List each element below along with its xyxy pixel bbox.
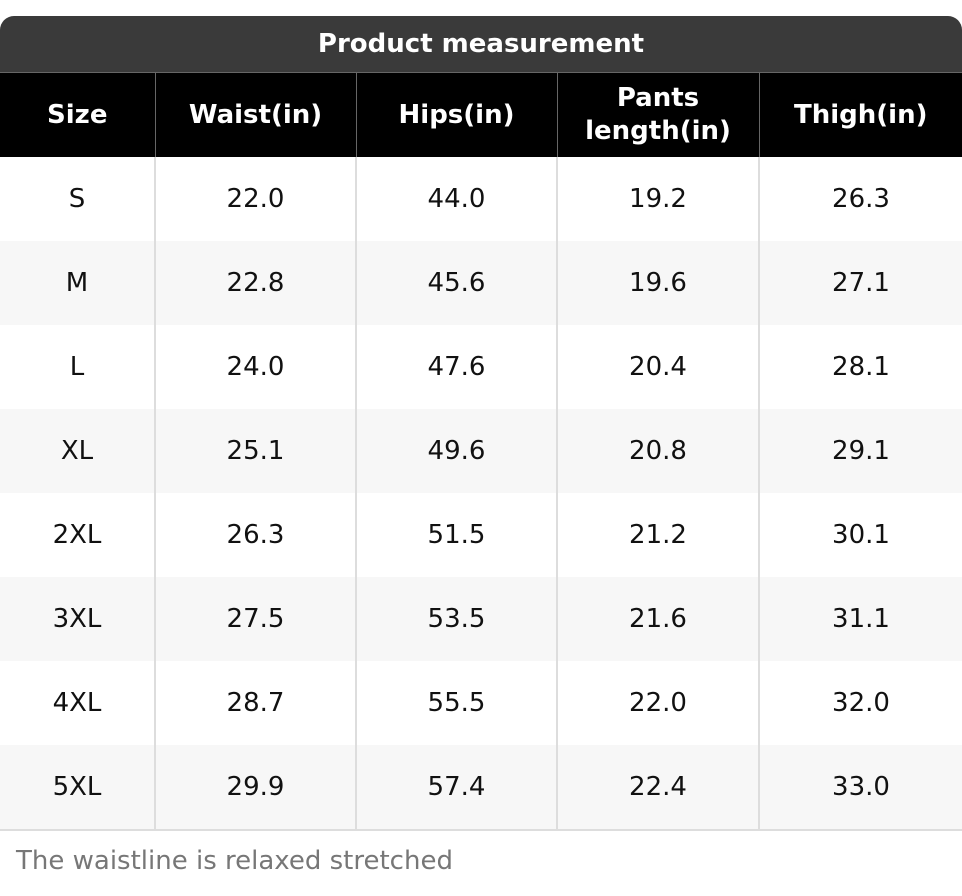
table-cell: 30.1 bbox=[758, 493, 962, 577]
table-cell: 2XL bbox=[52, 520, 102, 550]
table-cell: 22.8 bbox=[154, 241, 356, 325]
table-cell: 19.6 bbox=[556, 241, 759, 325]
table-cell: 5XL bbox=[0, 745, 155, 830]
table-cell: 22.0 bbox=[556, 661, 759, 745]
table-cell: 3XL bbox=[0, 577, 155, 661]
table-cell: 57.4 bbox=[355, 745, 557, 830]
table-row: 2XL 26.3 51.5 21.2 30.1 bbox=[0, 493, 962, 577]
column-header: Waist(in) bbox=[154, 73, 356, 157]
table-cell: 20.8 bbox=[556, 409, 759, 493]
table-cell: 55.5 bbox=[355, 661, 557, 745]
table-cell: L bbox=[69, 352, 85, 382]
table-row: 5XL 29.9 57.4 22.4 33.0 bbox=[0, 745, 962, 830]
table-cell: 29.9 bbox=[154, 745, 356, 830]
table-cell: 25.1 bbox=[154, 409, 356, 493]
table-cell: S bbox=[68, 184, 86, 214]
table-cell: 24.0 bbox=[154, 325, 356, 409]
table-row: 3XL 27.5 53.5 21.6 31.1 bbox=[0, 577, 962, 661]
table-cell: 26.3 bbox=[154, 493, 356, 577]
size-table: Size Waist(in) Hips(in) Pants length(in) Thi… bbox=[0, 73, 962, 831]
table-row: S 22.0 44.0 19.2 26.3 bbox=[0, 157, 962, 241]
table-cell: 31.1 bbox=[758, 577, 962, 661]
table-cell: 49.6 bbox=[355, 409, 557, 493]
table-cell: 29.1 bbox=[758, 409, 962, 493]
footnote: The waistline is relaxed stretched bbox=[16, 846, 453, 876]
table-row: XL 25.1 49.6 20.8 29.1 bbox=[0, 409, 962, 493]
table-cell: 19.2 bbox=[556, 157, 759, 241]
table-cell: 20.4 bbox=[556, 325, 759, 409]
header-row: Size Waist(in) Hips(in) Pants length(in) Thi… bbox=[0, 73, 962, 157]
table-row: L 24.0 47.6 20.4 28.1 bbox=[0, 325, 962, 409]
table-cell: 22.4 bbox=[556, 745, 759, 830]
table-cell: 26.3 bbox=[758, 157, 962, 241]
table-cell: 44.0 bbox=[355, 157, 557, 241]
table-cell: 27.5 bbox=[154, 577, 356, 661]
column-header: Hips(in) bbox=[355, 73, 557, 157]
table-cell: 33.0 bbox=[758, 745, 962, 830]
measurement-card: Product measurement Size Waist(in) Hips(in… bbox=[0, 16, 962, 831]
table-row: M 22.8 45.6 19.6 27.1 bbox=[0, 241, 962, 325]
table-cell: 51.5 bbox=[355, 493, 557, 577]
table-row: 4XL 28.7 55.5 22.0 32.0 bbox=[0, 661, 962, 745]
table-cell: 21.2 bbox=[556, 493, 759, 577]
table-title: Product measurement bbox=[0, 16, 962, 73]
table-cell: 27.1 bbox=[758, 241, 962, 325]
table-body: S 22.0 44.0 19.2 26.3 M 22.8 45.6 19.6 27.1 L 24.0 4… bbox=[0, 157, 962, 830]
table-cell: 32.0 bbox=[758, 661, 962, 745]
column-header: Pants length(in) bbox=[556, 73, 759, 157]
table-cell: M bbox=[0, 241, 155, 325]
table-cell: 45.6 bbox=[355, 241, 557, 325]
column-header: Thigh(in) bbox=[758, 73, 962, 157]
table-cell: 28.7 bbox=[154, 661, 356, 745]
table-cell: 28.1 bbox=[758, 325, 962, 409]
table-cell: XL bbox=[0, 409, 155, 493]
table-cell: 53.5 bbox=[355, 577, 557, 661]
table-cell: 22.0 bbox=[154, 157, 356, 241]
table-cell: 4XL bbox=[52, 688, 102, 718]
table-cell: 47.6 bbox=[355, 325, 557, 409]
table-cell: 21.6 bbox=[556, 577, 759, 661]
column-header: Size bbox=[0, 73, 155, 157]
